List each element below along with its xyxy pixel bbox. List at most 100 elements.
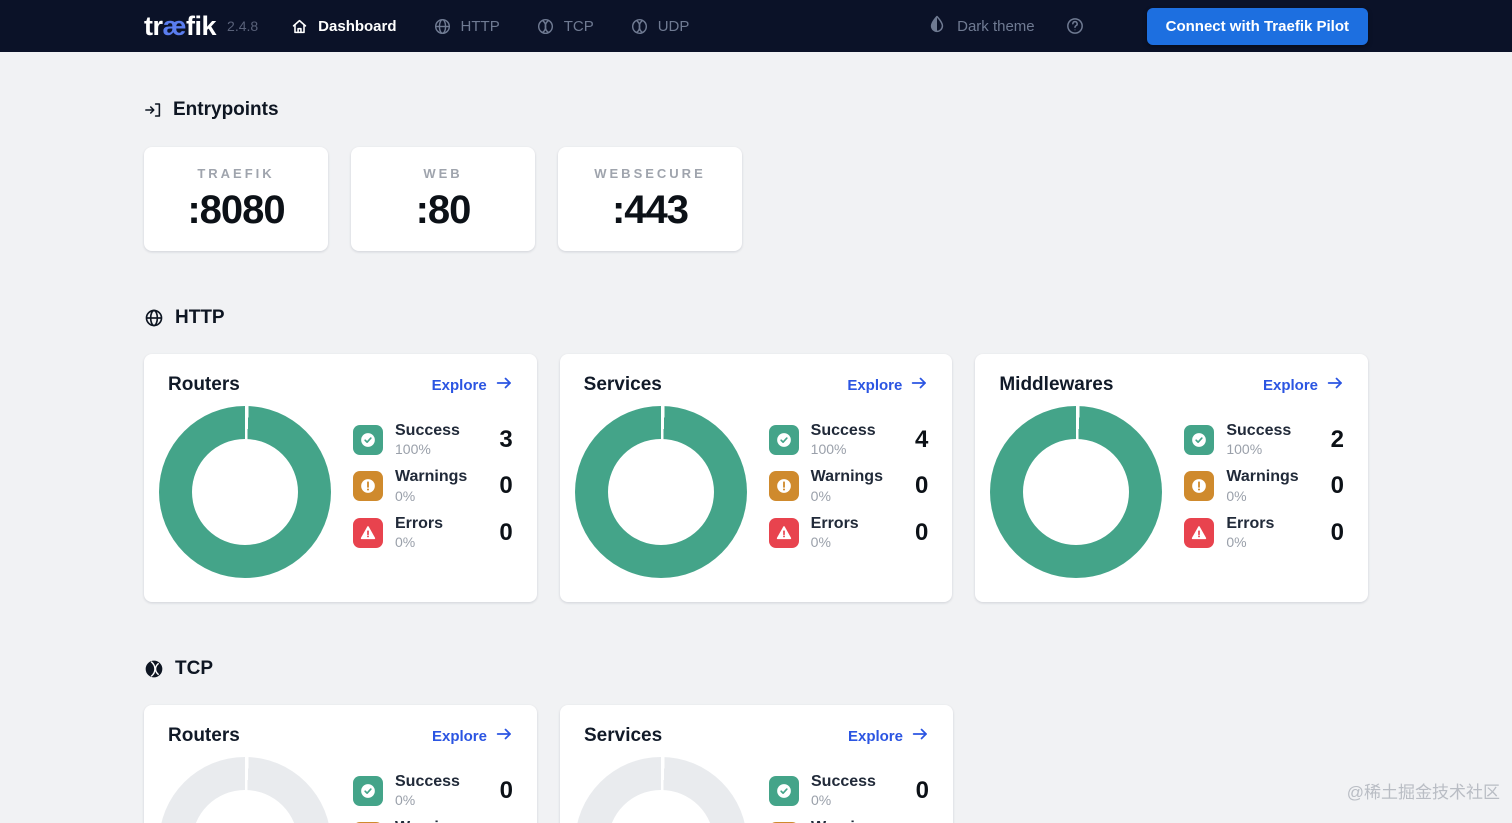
stat-row-success: Success 100% 2: [1184, 422, 1344, 457]
stat-count: 0: [499, 518, 513, 546]
nav-item-tcp[interactable]: TCP: [536, 17, 594, 36]
stat-count: 0: [1330, 472, 1345, 500]
top-navbar: træfik 2.4.8 Dashboard HTTP: [0, 0, 1512, 52]
tcp-cards-row: Routers Explore Success 0% 0: [144, 705, 1368, 823]
stat-percent: 0%: [1226, 534, 1247, 551]
stat-count: 0: [1330, 518, 1345, 546]
stat-count: 0: [499, 776, 513, 804]
main-nav: Dashboard HTTP TCP: [290, 17, 689, 36]
stat-label: Errors: [810, 514, 859, 532]
stat-count: 0: [499, 472, 513, 500]
entrypoint-card-websecure: WEBSECURE :443: [558, 147, 742, 251]
success-check-icon: [353, 424, 383, 455]
explore-link[interactable]: Explore: [848, 725, 929, 747]
success-donut-chart: [159, 757, 331, 823]
nav-item-label: UDP: [657, 17, 690, 35]
explore-label: Explore: [1262, 376, 1319, 394]
logo-accent: æ: [162, 10, 187, 41]
arrow-right-icon: [910, 374, 928, 396]
stat-label: Errors: [1226, 514, 1275, 532]
stats-list: Success 100% 2 Warnings 0% 0 Errors 0% 0: [1184, 422, 1344, 578]
stat-label: Errors: [395, 514, 444, 532]
dark-theme-label: Dark theme: [957, 17, 1035, 35]
stats-list: Success 100% 3 Warnings 0% 0 Errors 0% 0: [353, 422, 513, 578]
stat-row-errors: Errors 0% 0: [1184, 515, 1344, 550]
stat-percent: 100%: [810, 441, 847, 458]
stat-label: Warnings: [811, 819, 883, 823]
error-triangle-icon: [768, 517, 799, 548]
success-donut-chart: [574, 406, 747, 578]
nav-item-label: Dashboard: [318, 17, 397, 35]
entrypoint-name: WEB: [423, 165, 463, 181]
entrypoint-port: :443: [611, 187, 689, 232]
stat-label: Success: [395, 773, 460, 790]
stat-row-errors: Errors 0% 0: [353, 515, 513, 550]
version-label: 2.4.8: [227, 18, 259, 34]
stat-percent: 100%: [395, 441, 431, 458]
http-cards-row: Routers Explore Success 100% 3: [144, 354, 1369, 602]
entrypoint-name: WEBSECURE: [594, 165, 706, 181]
explore-label: Explore: [431, 727, 487, 745]
connect-pilot-button[interactable]: Connect with Traefik Pilot: [1146, 7, 1368, 45]
ball-icon: [536, 17, 555, 36]
enter-arrow-icon: [144, 101, 162, 119]
stat-percent: 0%: [810, 487, 831, 504]
invert-colors-icon: [927, 14, 947, 38]
card-title: Routers: [168, 374, 240, 395]
arrow-right-icon: [495, 374, 513, 396]
stat-percent: 0%: [395, 792, 416, 809]
stat-label: Success: [395, 422, 460, 439]
stat-label: Success: [811, 773, 876, 790]
entrypoint-card-traefik: TRAEFIK :8080: [144, 147, 328, 251]
success-check-icon: [768, 424, 799, 455]
section-title: TCP: [175, 658, 213, 679]
http-routers-card: Routers Explore Success 100% 3: [144, 354, 537, 602]
stat-count: 0: [914, 472, 929, 500]
tcp-services-card: Services Explore Success 0% 0: [560, 705, 953, 823]
entrypoint-card-web: WEB :80: [351, 147, 535, 251]
success-donut-chart: [990, 406, 1163, 578]
section-title: HTTP: [175, 307, 225, 328]
globe-icon: [433, 17, 452, 36]
stat-label: Success: [1226, 422, 1292, 439]
http-heading: HTTP: [144, 307, 1368, 329]
stat-label: Warnings: [395, 819, 467, 823]
card-title: Services: [583, 374, 662, 395]
explore-label: Explore: [847, 727, 903, 745]
explore-link[interactable]: Explore: [432, 374, 513, 396]
stat-percent: 0%: [811, 792, 832, 809]
nav-item-dashboard[interactable]: Dashboard: [290, 17, 397, 36]
success-check-icon: [769, 775, 799, 806]
error-triangle-icon: [1184, 517, 1215, 548]
entrypoint-port: :80: [415, 187, 472, 232]
stat-row-success: Success 100% 4: [768, 422, 929, 458]
nav-item-udp[interactable]: UDP: [630, 17, 690, 36]
dark-theme-toggle[interactable]: Dark theme: [927, 14, 1035, 38]
warning-circle-icon: [353, 471, 383, 502]
nav-item-http[interactable]: HTTP: [433, 17, 500, 36]
warning-circle-icon: [768, 471, 799, 502]
http-middlewares-card: Middlewares Explore Success 100% 2: [975, 354, 1369, 602]
stat-count: 0: [914, 518, 929, 546]
stat-count: 3: [499, 425, 513, 453]
arrow-right-icon: [911, 725, 929, 747]
ball-icon: [630, 17, 649, 36]
stat-percent: 0%: [1226, 487, 1247, 504]
stat-count: 2: [1330, 425, 1345, 453]
card-title: Services: [584, 725, 663, 746]
explore-link[interactable]: Explore: [847, 374, 928, 396]
explore-label: Explore: [847, 376, 903, 394]
stat-label: Warnings: [1226, 468, 1299, 486]
watermark: @稀土掘金技术社区: [1346, 783, 1500, 802]
help-icon[interactable]: [1065, 16, 1085, 36]
stat-count: 4: [914, 425, 929, 453]
explore-link[interactable]: Explore: [432, 725, 513, 747]
card-title: Routers: [168, 725, 240, 746]
traefik-logo: træfik: [144, 10, 217, 42]
stat-percent: 100%: [1226, 441, 1263, 458]
stat-percent: 0%: [395, 534, 416, 551]
explore-link[interactable]: Explore: [1263, 374, 1344, 396]
